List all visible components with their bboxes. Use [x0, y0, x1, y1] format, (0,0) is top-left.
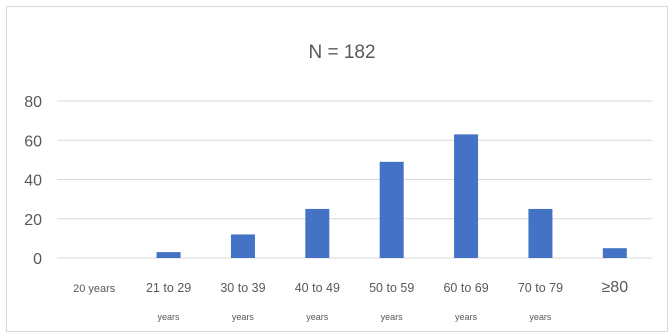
- y-axis-ticks: 0 20 40 60 80: [24, 94, 42, 268]
- x-tick-label-line2: years: [529, 312, 552, 322]
- bar: [454, 134, 479, 258]
- x-tick-label: 70 to 79: [518, 281, 563, 295]
- bar: [602, 248, 627, 258]
- y-tick-label: 60: [24, 133, 42, 150]
- x-tick-label: 20 years: [73, 283, 116, 295]
- x-tick-label: 60 to 69: [443, 281, 488, 295]
- x-tick-label: 30 to 39: [220, 281, 265, 295]
- gridlines: [57, 100, 652, 259]
- x-tick-label-line2: years: [306, 312, 329, 322]
- y-tick-label: 40: [24, 173, 42, 190]
- bar: [156, 252, 181, 258]
- x-tick-label: 40 to 49: [295, 281, 340, 295]
- bars: [156, 134, 627, 258]
- x-tick-label-line2: years: [158, 312, 181, 322]
- x-tick-label: 50 to 59: [369, 281, 414, 295]
- bar: [379, 161, 404, 258]
- x-tick-label: 21 to 29: [146, 281, 191, 295]
- chart-frame: [6, 6, 668, 332]
- x-tick-label-line2: years: [455, 312, 478, 322]
- x-tick-label-line2: years: [232, 312, 255, 322]
- chart-title: N = 182: [308, 42, 375, 63]
- x-axis-ticks: 20 years 21 to 29 years 30 to 39 years 40 to …: [73, 279, 628, 322]
- y-tick-label: 0: [33, 251, 42, 268]
- y-tick-label: 20: [24, 212, 42, 229]
- bar: [230, 234, 255, 258]
- y-tick-label: 80: [24, 94, 42, 111]
- x-tick-label-line2: years: [381, 312, 404, 322]
- bar: [305, 208, 330, 258]
- bar: [528, 208, 553, 258]
- x-tick-label: ≥80: [602, 279, 629, 296]
